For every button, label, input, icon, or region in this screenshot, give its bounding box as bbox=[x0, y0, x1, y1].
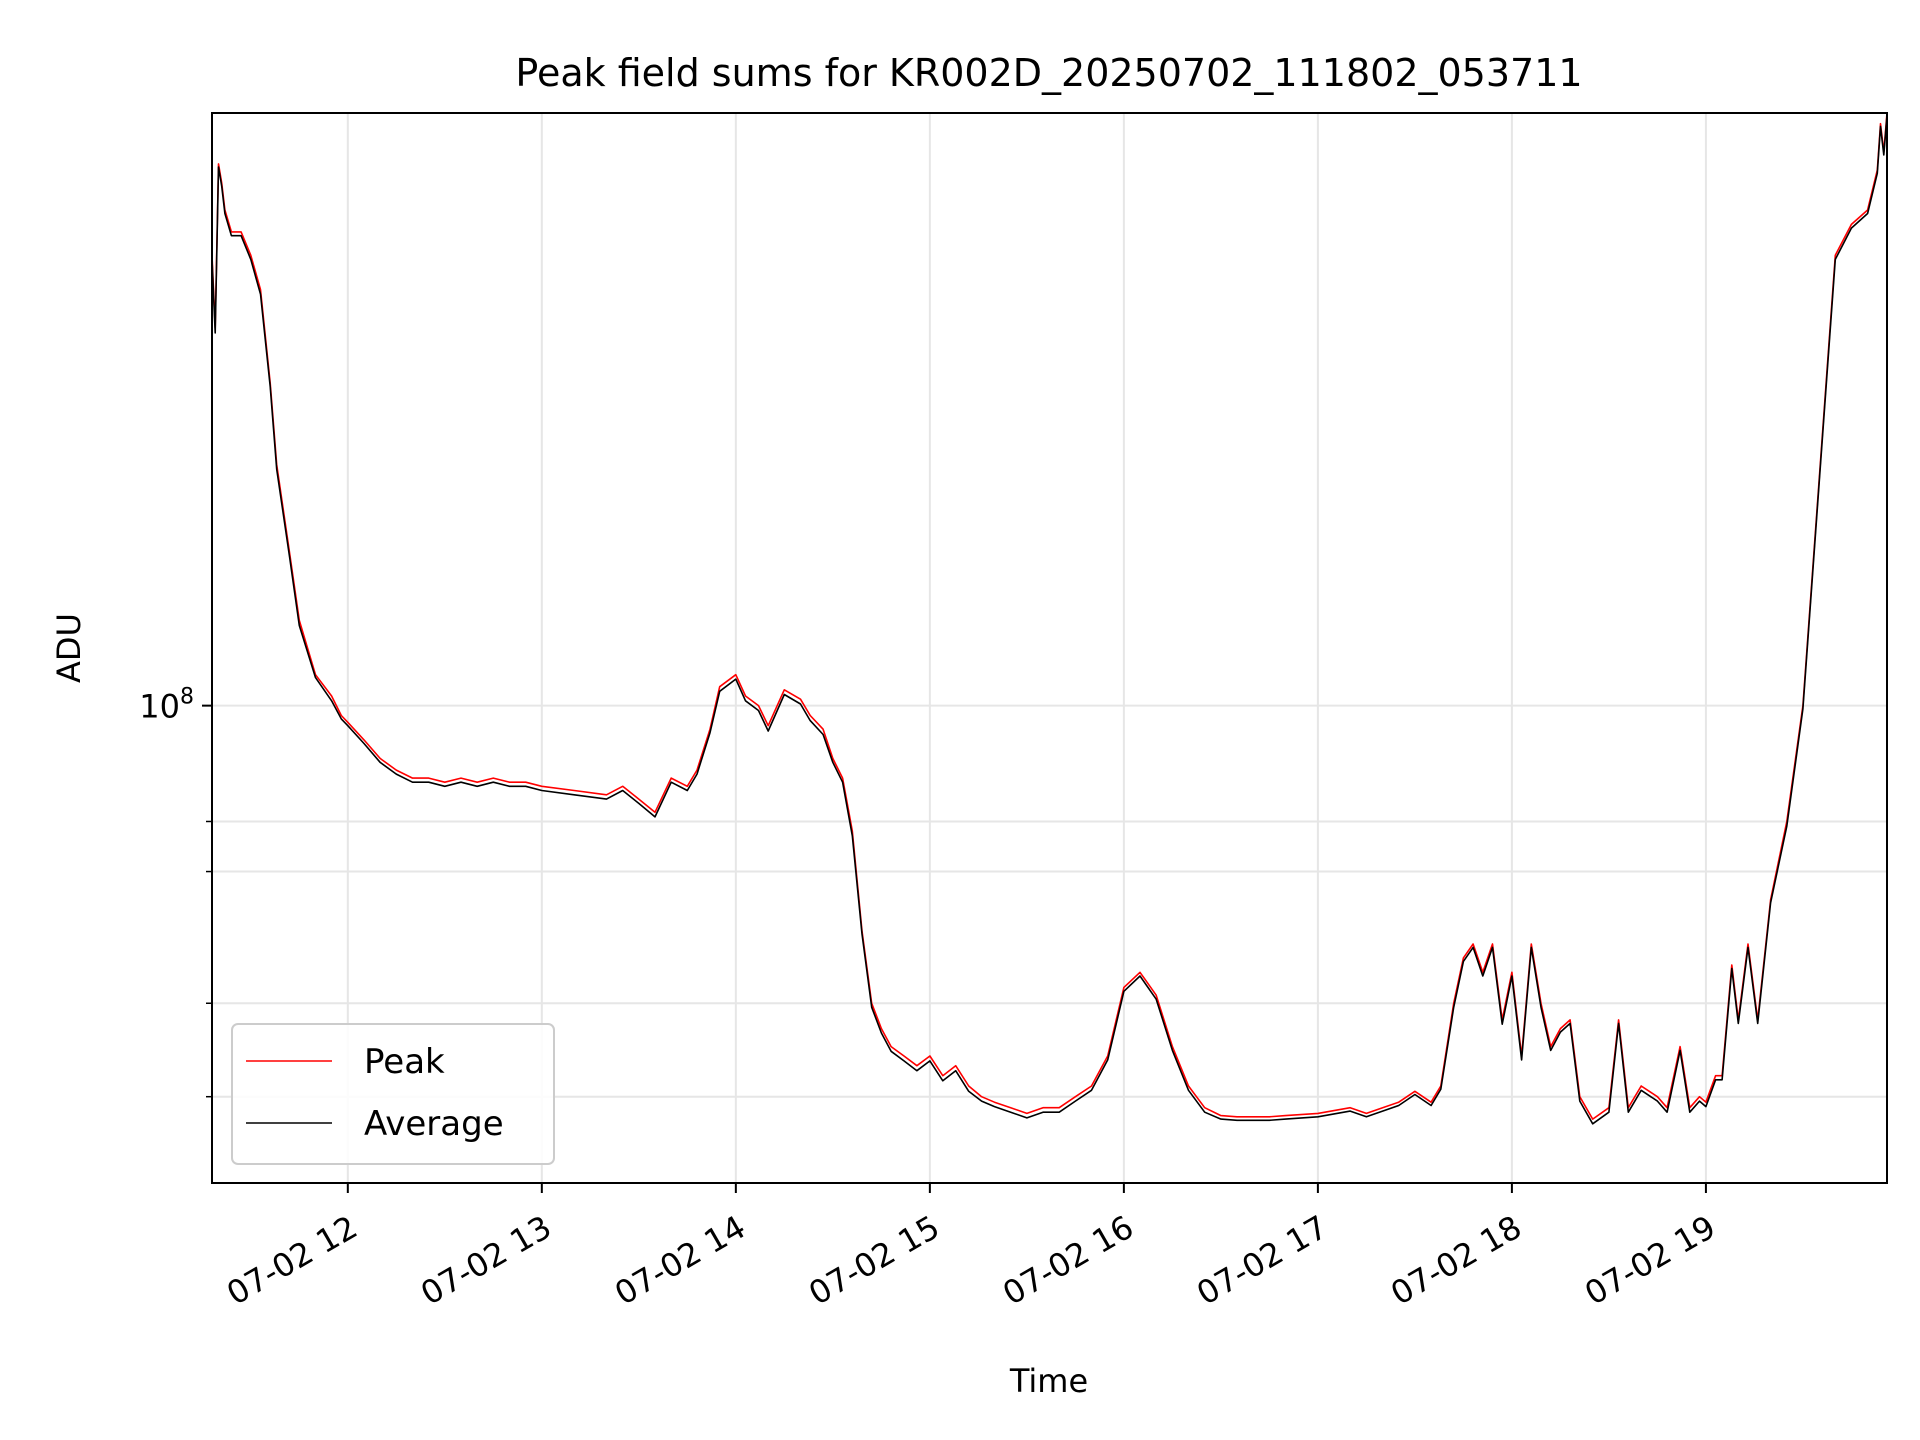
series-line-average bbox=[211, 115, 1888, 1125]
legend-peak-label: Peak bbox=[364, 1042, 445, 1082]
series-layer bbox=[211, 112, 1888, 1125]
chart-title: Peak field sums for KR002D_20250702_1118… bbox=[515, 51, 1582, 95]
plot-frame bbox=[211, 112, 1888, 1184]
y-axis-label: ADU bbox=[50, 613, 88, 683]
series-line-peak bbox=[211, 112, 1888, 1120]
x-axis-label: Time bbox=[1009, 1362, 1088, 1400]
legend-box bbox=[231, 1023, 555, 1165]
legend-average-label: Average bbox=[364, 1104, 504, 1144]
grid bbox=[212, 113, 1887, 1183]
legend: Peak Average bbox=[231, 1023, 555, 1165]
y-tick-label: 108 bbox=[139, 685, 194, 726]
